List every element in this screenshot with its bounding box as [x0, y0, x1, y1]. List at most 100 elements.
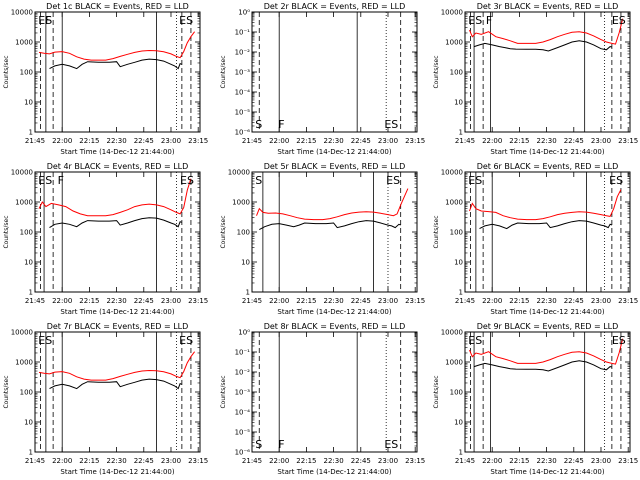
x-tick-label: 22:00: [52, 137, 72, 145]
marker-label: ES: [38, 334, 52, 347]
x-tick-label: 22:00: [269, 457, 289, 465]
x-tick-label: 21:45: [455, 137, 475, 145]
marker-label: ES: [468, 334, 482, 347]
y-tick-label: 10⁻⁵: [235, 109, 251, 117]
x-tick-label: 22:45: [134, 297, 154, 305]
y-tick-label: 100: [450, 229, 463, 237]
x-tick-label: 22:45: [564, 137, 584, 145]
x-tick-label: 23:15: [618, 297, 638, 305]
x-tick-label: 21:45: [242, 137, 262, 145]
y-axis-label: Counts/sec: [433, 215, 440, 248]
y-tick-label: 1: [459, 129, 463, 137]
plot-frame: [34, 331, 201, 453]
y-tick-label: 10: [241, 259, 250, 267]
y-tick-label: 100: [20, 229, 33, 237]
x-tick-label: 22:15: [509, 457, 529, 465]
series-line-red: [469, 338, 624, 365]
y-tick-label: 1000: [445, 39, 463, 47]
x-tick-label: 22:15: [296, 297, 316, 305]
panel-5: Det 5r BLACK = Events, RED = LLD Counts/s…: [220, 162, 425, 316]
marker-label: ES: [179, 14, 193, 27]
marker-label: ES: [612, 334, 626, 347]
panel-2: Det 2r BLACK = Events, RED = LLD Counts/s…: [220, 2, 425, 156]
x-tick-label: 22:30: [106, 297, 126, 305]
x-tick-label: 22:00: [482, 457, 502, 465]
y-tick-label: 1000: [445, 199, 463, 207]
panel-6: Det 6r BLACK = Events, RED = LLD Counts/s…: [433, 162, 638, 316]
x-tick-label: 22:45: [564, 457, 584, 465]
x-tick-label: 23:00: [161, 297, 181, 305]
marker-label: ES: [612, 14, 626, 27]
plot-frame: [34, 171, 201, 293]
x-tick-label: 22:30: [536, 297, 556, 305]
y-tick-label: 10⁻²: [235, 49, 251, 57]
series-line-black: [473, 360, 613, 372]
y-axis-label: Counts/sec: [220, 55, 227, 88]
y-tick-label: 10000: [11, 169, 33, 177]
y-axis-label: Counts/sec: [433, 55, 440, 88]
panel-1: Det 1c BLACK = Events, RED = LLD Counts/s…: [3, 2, 208, 156]
plot-frame: [34, 11, 201, 133]
x-tick-label: 22:30: [323, 137, 343, 145]
series-line-red: [469, 18, 624, 45]
x-axis-label: Start Time (14-Dec-12 21:44:00): [490, 148, 604, 156]
x-tick-label: 22:00: [52, 457, 72, 465]
x-tick-label: 21:45: [455, 457, 475, 465]
x-tick-label: 21:45: [25, 457, 45, 465]
panel-title: Det 6r BLACK = Events, RED = LLD: [477, 162, 619, 171]
marker-label: ES: [468, 14, 482, 27]
x-tick-label: 23:15: [188, 137, 208, 145]
y-tick-label: 10⁻³: [235, 69, 251, 77]
marker-label: ES: [180, 174, 194, 187]
panel-title: Det 7r BLACK = Events, RED = LLD: [47, 322, 189, 331]
x-tick-label: 22:15: [296, 457, 316, 465]
y-tick-label: 10: [454, 99, 463, 107]
y-tick-label: 100: [450, 69, 463, 77]
y-tick-label: 10: [24, 259, 33, 267]
plot-frame: [464, 331, 631, 453]
series-line-red: [38, 351, 196, 381]
y-tick-label: 10⁻⁴: [235, 89, 251, 97]
x-axis-label: Start Time (14-Dec-12 21:44:00): [277, 148, 391, 156]
y-tick-label: 1: [29, 449, 33, 457]
x-axis-label: Start Time (14-Dec-12 21:44:00): [277, 468, 391, 476]
x-tick-label: 22:30: [106, 457, 126, 465]
marker-label: ES: [386, 174, 400, 187]
y-tick-label: 1000: [15, 199, 33, 207]
marker-label: S: [255, 118, 262, 131]
panel-8: Det 8r BLACK = Events, RED = LLD Counts/s…: [220, 322, 425, 476]
x-tick-label: 22:15: [509, 297, 529, 305]
x-tick-label: 23:00: [591, 137, 611, 145]
x-tick-label: 23:15: [618, 137, 638, 145]
panel-title: Det 8r BLACK = Events, RED = LLD: [264, 322, 406, 331]
y-tick-label: 10000: [11, 329, 33, 337]
y-tick-label: 10⁻⁵: [235, 429, 251, 437]
y-tick-label: 10⁰: [238, 329, 250, 337]
panel-title: Det 9r BLACK = Events, RED = LLD: [477, 322, 619, 331]
y-tick-label: 1: [459, 449, 463, 457]
y-tick-label: 1000: [232, 199, 250, 207]
y-tick-label: 100: [237, 229, 250, 237]
x-tick-label: 22:15: [79, 457, 99, 465]
panel-title: Det 5r BLACK = Events, RED = LLD: [264, 162, 406, 171]
y-tick-label: 1: [459, 289, 463, 297]
x-tick-label: 23:00: [378, 137, 398, 145]
y-tick-label: 10000: [441, 329, 463, 337]
x-tick-label: 23:00: [591, 457, 611, 465]
x-tick-label: 23:15: [188, 297, 208, 305]
series-line-black: [473, 40, 613, 52]
series-line-black: [49, 58, 183, 70]
x-tick-label: 22:00: [482, 137, 502, 145]
y-axis-label: Counts/sec: [220, 375, 227, 408]
x-tick-label: 22:15: [509, 137, 529, 145]
x-tick-label: 23:00: [378, 457, 398, 465]
x-tick-label: 22:45: [351, 297, 371, 305]
x-axis-label: Start Time (14-Dec-12 21:44:00): [277, 308, 391, 316]
series-line-black: [49, 217, 183, 229]
x-tick-label: 22:00: [269, 297, 289, 305]
marker-label: F: [486, 14, 492, 27]
x-tick-label: 22:00: [269, 137, 289, 145]
y-tick-label: 100: [20, 69, 33, 77]
panel-9: Det 9r BLACK = Events, RED = LLD Counts/s…: [433, 322, 638, 476]
